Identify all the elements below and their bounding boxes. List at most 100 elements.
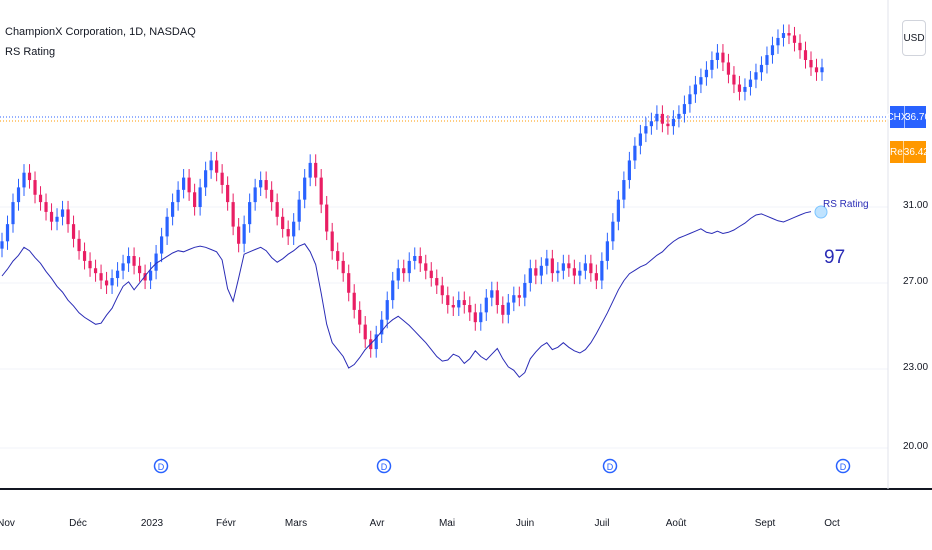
candle-down — [726, 62, 731, 75]
candle-up — [198, 187, 202, 207]
candle-down — [424, 263, 428, 271]
candle-down — [38, 194, 43, 203]
candle-down — [589, 263, 593, 274]
candle-down — [787, 33, 791, 36]
x-tick-apr: Avr — [369, 518, 385, 529]
dividend-marker[interactable] — [376, 458, 392, 474]
candle-up — [506, 302, 510, 315]
dividend-marker[interactable] — [835, 458, 851, 474]
candle-down — [358, 309, 362, 325]
candle-up — [649, 121, 653, 127]
x-tick-may: Mai — [438, 518, 456, 529]
candle-down — [319, 177, 323, 205]
candle-down — [451, 305, 455, 308]
candle-down — [737, 84, 742, 92]
candle-down — [814, 67, 819, 73]
candle-up — [292, 221, 296, 237]
candle-down — [314, 162, 318, 178]
candle-up — [605, 241, 609, 261]
candle-up — [578, 270, 582, 276]
candle-down — [418, 256, 422, 264]
candle-up — [159, 236, 164, 254]
candle-up — [60, 209, 65, 217]
candle-up — [16, 187, 21, 203]
candle-up — [693, 84, 698, 95]
indicator-name[interactable]: RS Rating — [5, 46, 56, 58]
candle-up — [638, 133, 642, 146]
rs-rating-value: 97 — [824, 247, 846, 268]
candle-down — [193, 192, 197, 207]
candle-up — [677, 113, 681, 119]
dividend-marker[interactable] — [153, 458, 169, 474]
candle-down — [33, 180, 37, 195]
x-tick-2023: 2023 — [140, 518, 164, 529]
candle-up — [22, 172, 26, 188]
candle-up — [303, 177, 307, 200]
ref-badge-value: 36.42 — [903, 146, 929, 158]
candle-down — [534, 268, 538, 276]
rs-rating-label: RS Rating — [823, 199, 869, 210]
candle-up — [391, 280, 395, 301]
candle-up — [385, 300, 389, 320]
candle-up — [490, 290, 494, 298]
candle-down — [77, 238, 81, 252]
dividend-label: D — [607, 462, 614, 472]
x-tick-jul: Juil — [594, 518, 610, 529]
candle-down — [402, 268, 406, 274]
dividend-marker[interactable] — [602, 458, 618, 474]
candle-down — [572, 268, 576, 276]
candle-down — [99, 273, 103, 281]
candle-down — [798, 42, 802, 51]
candle-up — [776, 37, 780, 46]
candle-up — [176, 189, 180, 203]
x-tick-nov: Nov — [0, 518, 15, 529]
candle-up — [396, 268, 400, 281]
y-tick-31: 31.00 — [903, 200, 929, 211]
x-tick-oct: Oct — [824, 518, 840, 529]
candle-up — [644, 126, 648, 134]
candle-down — [363, 324, 367, 340]
candle-up — [248, 202, 252, 225]
candle-down — [792, 35, 797, 43]
candle-up — [457, 300, 461, 308]
candle-up — [407, 260, 411, 274]
candle-up — [479, 312, 483, 323]
candle-down — [27, 172, 32, 181]
chart-title: ChampionX Corporation, 1D, NASDAQ — [5, 26, 196, 38]
candle-down — [473, 312, 477, 323]
candle-up — [699, 77, 703, 85]
candle-up — [754, 72, 758, 80]
symbol-badge-value: 36.70 — [905, 111, 931, 123]
candle-down — [281, 216, 285, 230]
candle-down — [137, 265, 142, 274]
candle-up — [611, 221, 615, 242]
x-tick-mar: Mars — [284, 518, 308, 529]
symbol-badge-label: CHX — [886, 106, 908, 128]
candle-down — [732, 74, 736, 85]
candle-down — [440, 285, 444, 296]
candle-down — [721, 52, 725, 63]
candle-down — [264, 180, 268, 190]
candle-up — [671, 118, 676, 127]
candle-up — [539, 265, 543, 276]
candle-up — [583, 263, 587, 271]
candle-down — [660, 113, 665, 124]
candle-up — [165, 216, 169, 237]
rs-rating-marker — [814, 205, 828, 219]
currency-button[interactable]: USD — [902, 20, 926, 56]
candle-up — [297, 199, 301, 222]
candle-up — [528, 268, 532, 283]
candle-up — [171, 202, 175, 217]
candle-up — [600, 260, 604, 281]
candle-up — [512, 295, 516, 303]
candle-up — [204, 170, 208, 188]
x-tick-feb: Févr — [216, 518, 236, 529]
candle-down — [215, 160, 219, 173]
candle-down — [143, 273, 147, 281]
candle-down — [237, 226, 241, 244]
dividend-label: D — [840, 462, 847, 472]
candle-up — [715, 52, 720, 60]
candle-down — [71, 224, 76, 239]
candle-down — [550, 258, 554, 274]
